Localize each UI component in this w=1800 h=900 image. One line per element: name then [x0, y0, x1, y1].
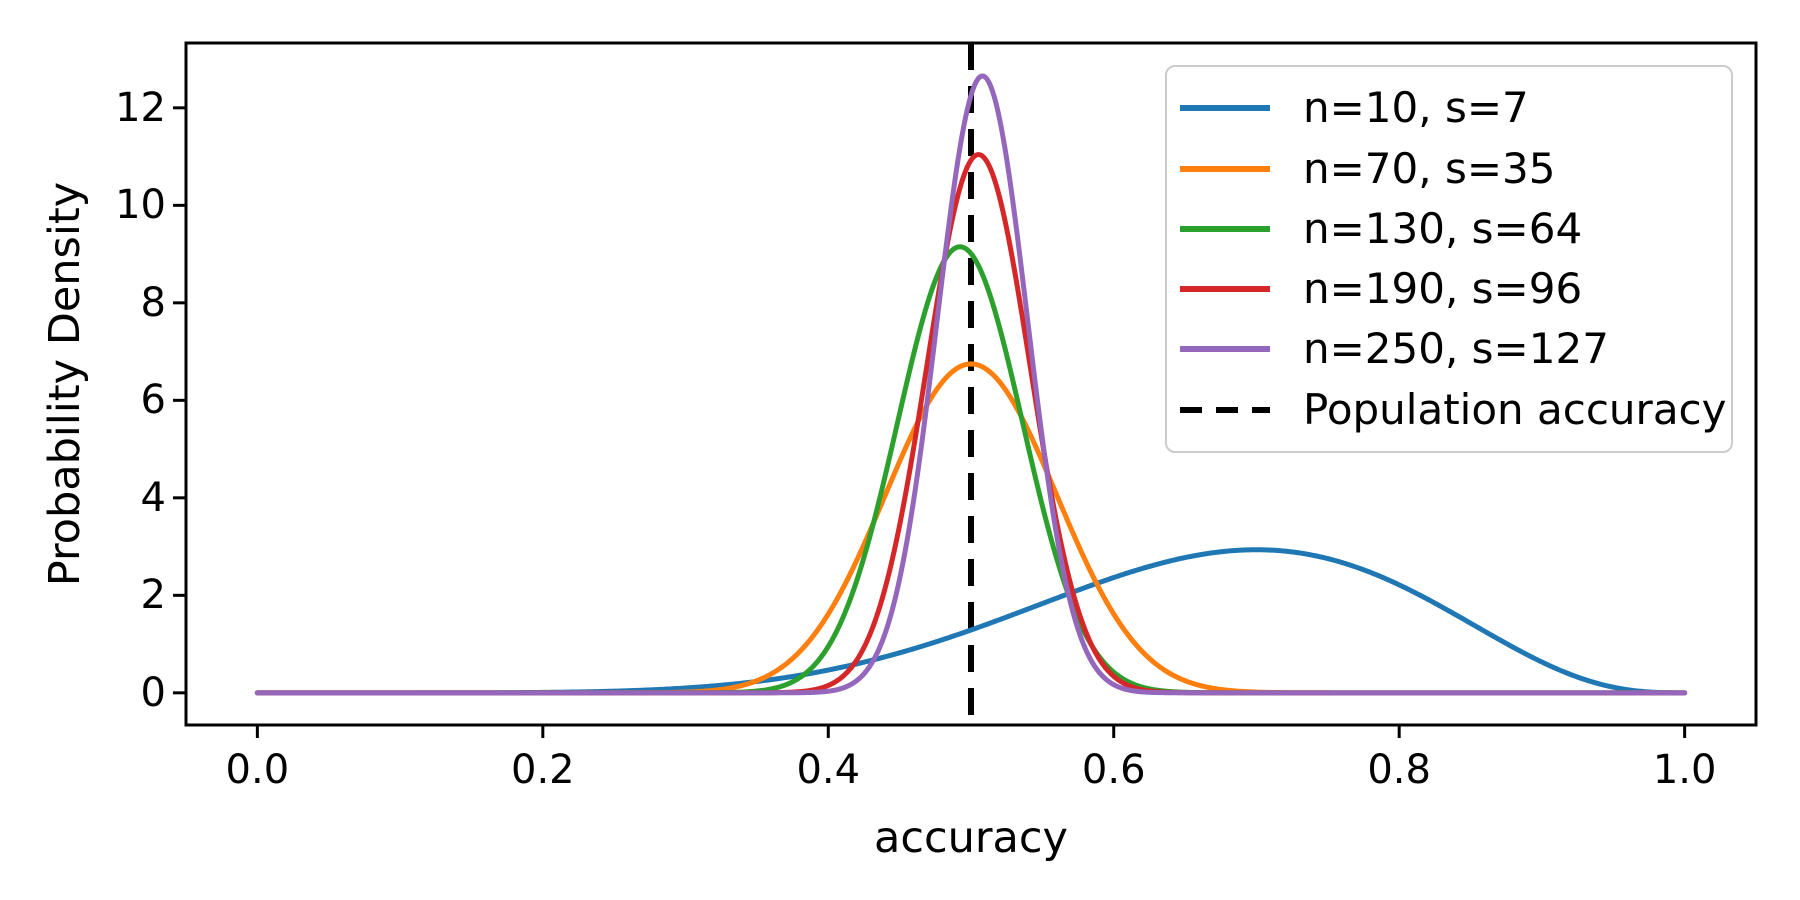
- legend-label-n190: n=190, s=96: [1303, 264, 1583, 314]
- density-curve-n250: [254, 73, 1688, 696]
- legend-line-sample-n190: [1180, 286, 1270, 293]
- legend-label-n10: n=10, s=7: [1303, 83, 1529, 133]
- legend-label-n130: n=130, s=64: [1303, 203, 1583, 253]
- legend: n=10, s=7 n=70, s=35 n=130, s=64 n=190, …: [1165, 65, 1733, 453]
- legend-entry-n190: n=190, s=96: [1167, 264, 1731, 314]
- x-axis-label: accuracy: [873, 813, 1068, 863]
- x-tick-label-1.0: 1.0: [1652, 747, 1717, 793]
- legend-label-n250: n=250, s=127: [1303, 324, 1609, 374]
- x-tick-label-0.6: 0.6: [1081, 747, 1146, 793]
- plot-border: [184, 41, 1758, 727]
- legend-entry-n130: n=130, s=64: [1167, 204, 1731, 254]
- y-tick-label-4: 4: [140, 474, 166, 521]
- y-tick-label-12: 12: [115, 84, 166, 131]
- y-tick-label-0: 0: [140, 669, 166, 716]
- legend-line-sample-n250: [1180, 346, 1270, 353]
- legend-label-population-accuracy: Population accuracy: [1303, 384, 1727, 434]
- y-tick-label-2: 2: [140, 572, 166, 619]
- legend-line-sample-n130: [1180, 225, 1270, 232]
- y-tick-label-8: 8: [140, 279, 166, 326]
- legend-label-n70: n=70, s=35: [1303, 143, 1556, 193]
- legend-entry-n10: n=10, s=7: [1167, 83, 1731, 133]
- x-tick-label-0.4: 0.4: [796, 747, 861, 793]
- y-tick-label-6: 6: [140, 377, 166, 424]
- x-tick-label-0.2: 0.2: [511, 747, 575, 793]
- legend-line-sample-n10: [1180, 105, 1270, 112]
- legend-entry-population-accuracy: Population accuracy: [1167, 385, 1731, 435]
- legend-entry-n250: n=250, s=127: [1167, 324, 1731, 374]
- y-tick-label-10: 10: [115, 182, 166, 229]
- legend-line-sample-n70: [1180, 165, 1270, 172]
- legend-dashed-line-sample: [1180, 406, 1270, 413]
- legend-entry-n70: n=70, s=35: [1167, 144, 1731, 194]
- x-tick-label-0.0: 0.0: [225, 747, 290, 793]
- x-tick-label-0.8: 0.8: [1367, 747, 1431, 793]
